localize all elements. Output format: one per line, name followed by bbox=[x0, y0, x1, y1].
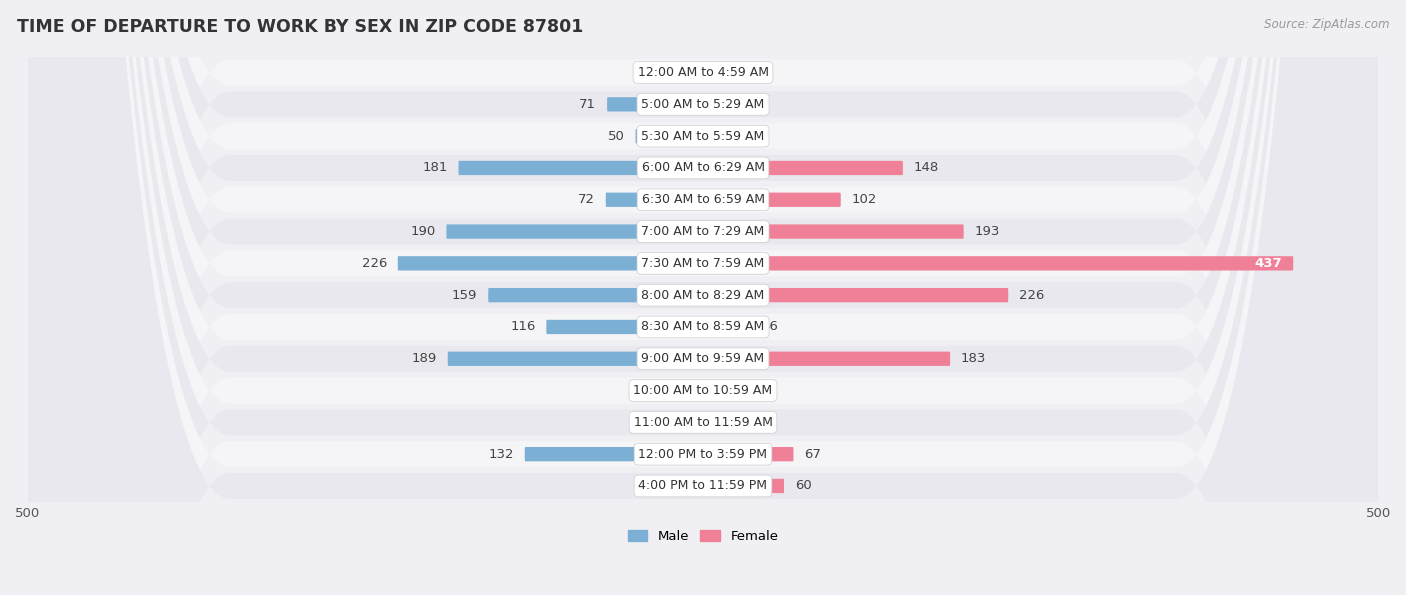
FancyBboxPatch shape bbox=[447, 352, 703, 366]
Text: 7:00 AM to 7:29 AM: 7:00 AM to 7:29 AM bbox=[641, 225, 765, 238]
Text: 50: 50 bbox=[607, 130, 624, 143]
Text: 5:30 AM to 5:59 AM: 5:30 AM to 5:59 AM bbox=[641, 130, 765, 143]
FancyBboxPatch shape bbox=[703, 193, 841, 207]
Text: 8:30 AM to 8:59 AM: 8:30 AM to 8:59 AM bbox=[641, 321, 765, 333]
Text: 28: 28 bbox=[637, 480, 654, 493]
Text: 36: 36 bbox=[762, 321, 779, 333]
Text: 12:00 PM to 3:59 PM: 12:00 PM to 3:59 PM bbox=[638, 447, 768, 461]
Text: 193: 193 bbox=[974, 225, 1000, 238]
FancyBboxPatch shape bbox=[703, 288, 1008, 302]
FancyBboxPatch shape bbox=[398, 256, 703, 271]
FancyBboxPatch shape bbox=[607, 97, 703, 111]
FancyBboxPatch shape bbox=[28, 0, 1378, 595]
FancyBboxPatch shape bbox=[703, 352, 950, 366]
FancyBboxPatch shape bbox=[28, 0, 1378, 595]
Text: 7:30 AM to 7:59 AM: 7:30 AM to 7:59 AM bbox=[641, 257, 765, 270]
FancyBboxPatch shape bbox=[28, 0, 1378, 595]
FancyBboxPatch shape bbox=[28, 0, 1378, 595]
FancyBboxPatch shape bbox=[28, 0, 1378, 595]
Text: 33: 33 bbox=[758, 384, 775, 397]
FancyBboxPatch shape bbox=[28, 0, 1378, 595]
Text: 102: 102 bbox=[852, 193, 877, 206]
FancyBboxPatch shape bbox=[28, 0, 1378, 595]
FancyBboxPatch shape bbox=[28, 0, 1378, 595]
Text: 159: 159 bbox=[453, 289, 478, 302]
Text: 226: 226 bbox=[361, 257, 387, 270]
Text: 190: 190 bbox=[411, 225, 436, 238]
FancyBboxPatch shape bbox=[28, 0, 1378, 595]
Text: 189: 189 bbox=[412, 352, 437, 365]
Text: 60: 60 bbox=[794, 480, 811, 493]
Text: 25: 25 bbox=[748, 416, 765, 429]
Text: 116: 116 bbox=[510, 321, 536, 333]
Text: 10:00 AM to 10:59 AM: 10:00 AM to 10:59 AM bbox=[634, 384, 772, 397]
Text: 148: 148 bbox=[914, 161, 939, 174]
Legend: Male, Female: Male, Female bbox=[623, 525, 783, 549]
FancyBboxPatch shape bbox=[547, 320, 703, 334]
Text: 437: 437 bbox=[1254, 257, 1282, 270]
Text: 24: 24 bbox=[643, 384, 659, 397]
FancyBboxPatch shape bbox=[446, 224, 703, 239]
Text: 0: 0 bbox=[683, 416, 692, 429]
FancyBboxPatch shape bbox=[606, 193, 703, 207]
FancyBboxPatch shape bbox=[703, 256, 1294, 271]
FancyBboxPatch shape bbox=[703, 320, 752, 334]
Text: 226: 226 bbox=[1019, 289, 1045, 302]
Text: 183: 183 bbox=[960, 352, 987, 365]
FancyBboxPatch shape bbox=[28, 0, 1378, 595]
FancyBboxPatch shape bbox=[458, 161, 703, 175]
FancyBboxPatch shape bbox=[28, 0, 1378, 595]
Text: 9:00 AM to 9:59 AM: 9:00 AM to 9:59 AM bbox=[641, 352, 765, 365]
Text: TIME OF DEPARTURE TO WORK BY SEX IN ZIP CODE 87801: TIME OF DEPARTURE TO WORK BY SEX IN ZIP … bbox=[17, 18, 583, 36]
Text: 12:00 AM to 4:59 AM: 12:00 AM to 4:59 AM bbox=[637, 66, 769, 79]
Text: 1: 1 bbox=[716, 98, 724, 111]
Text: 5:00 AM to 5:29 AM: 5:00 AM to 5:29 AM bbox=[641, 98, 765, 111]
FancyBboxPatch shape bbox=[488, 288, 703, 302]
Text: 67: 67 bbox=[804, 447, 821, 461]
Text: 0: 0 bbox=[714, 66, 723, 79]
Text: 0: 0 bbox=[714, 130, 723, 143]
FancyBboxPatch shape bbox=[665, 479, 703, 493]
FancyBboxPatch shape bbox=[703, 161, 903, 175]
FancyBboxPatch shape bbox=[703, 415, 737, 430]
FancyBboxPatch shape bbox=[28, 0, 1378, 595]
FancyBboxPatch shape bbox=[28, 0, 1378, 595]
FancyBboxPatch shape bbox=[681, 65, 703, 80]
FancyBboxPatch shape bbox=[636, 129, 703, 143]
Text: 71: 71 bbox=[579, 98, 596, 111]
Text: 11:00 AM to 11:59 AM: 11:00 AM to 11:59 AM bbox=[634, 416, 772, 429]
FancyBboxPatch shape bbox=[703, 447, 793, 461]
FancyBboxPatch shape bbox=[524, 447, 703, 461]
FancyBboxPatch shape bbox=[703, 383, 748, 397]
Text: 6:00 AM to 6:29 AM: 6:00 AM to 6:29 AM bbox=[641, 161, 765, 174]
FancyBboxPatch shape bbox=[671, 383, 703, 397]
Text: 132: 132 bbox=[488, 447, 515, 461]
Text: Source: ZipAtlas.com: Source: ZipAtlas.com bbox=[1264, 18, 1389, 31]
Text: 8:00 AM to 8:29 AM: 8:00 AM to 8:29 AM bbox=[641, 289, 765, 302]
FancyBboxPatch shape bbox=[703, 479, 785, 493]
FancyBboxPatch shape bbox=[703, 224, 963, 239]
FancyBboxPatch shape bbox=[28, 0, 1378, 595]
Text: 72: 72 bbox=[578, 193, 595, 206]
Text: 17: 17 bbox=[652, 66, 669, 79]
Text: 4:00 PM to 11:59 PM: 4:00 PM to 11:59 PM bbox=[638, 480, 768, 493]
Text: 181: 181 bbox=[422, 161, 447, 174]
Text: 6:30 AM to 6:59 AM: 6:30 AM to 6:59 AM bbox=[641, 193, 765, 206]
